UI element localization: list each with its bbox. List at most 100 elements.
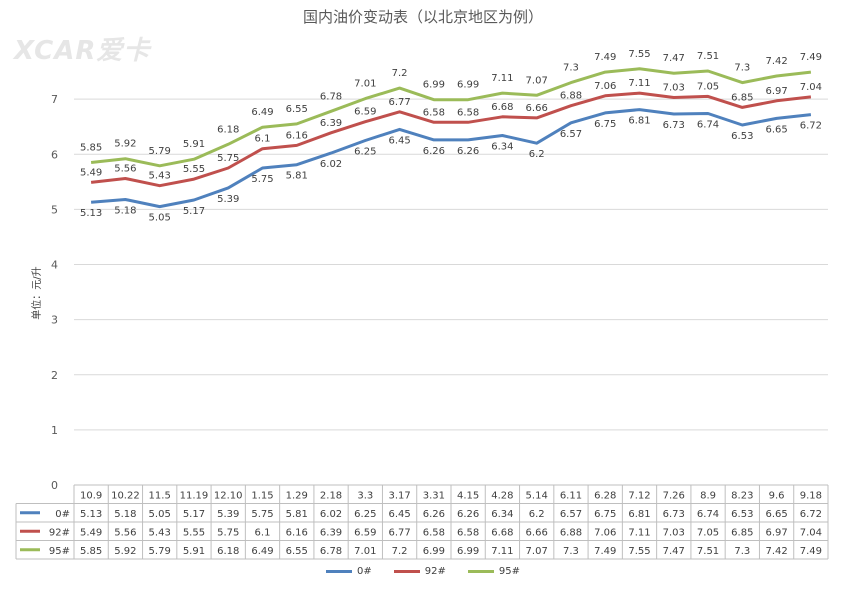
x-tick-label: 5.14 — [526, 491, 548, 502]
data-label: 6.45 — [388, 135, 410, 146]
legend: 0# 92# 95# — [0, 566, 846, 577]
table-cell: 7.3 — [563, 546, 579, 557]
legend-swatch — [467, 570, 494, 573]
data-label: 5.05 — [149, 213, 171, 224]
table-cell: 6.88 — [560, 527, 582, 538]
table-cell: 5.05 — [149, 509, 171, 520]
table-cell: 7.04 — [800, 527, 822, 538]
data-label: 5.79 — [149, 146, 171, 157]
table-cell: 6.72 — [800, 509, 822, 520]
table-cell: 6.26 — [423, 509, 445, 520]
data-label: 7.55 — [628, 49, 650, 60]
table-cell: 5.79 — [149, 546, 171, 557]
y-tick-label: 2 — [51, 369, 58, 382]
table-cell: 5.39 — [217, 509, 239, 520]
data-label: 6.66 — [526, 103, 548, 114]
data-label: 6.25 — [354, 146, 376, 157]
x-tick-label: 3.3 — [357, 491, 373, 502]
data-label: 6.55 — [286, 104, 308, 115]
table-cell: 6.2 — [529, 509, 545, 520]
data-label: 5.85 — [80, 143, 102, 154]
data-label: 6.97 — [765, 86, 787, 97]
table-cell: 6.25 — [354, 509, 376, 520]
table-cell: 6.57 — [560, 509, 582, 520]
data-label: 6.99 — [423, 80, 445, 91]
y-tick-label: 5 — [51, 203, 58, 216]
data-label: 7.51 — [697, 51, 719, 62]
data-label: 7.05 — [697, 81, 719, 92]
data-label: 6.74 — [697, 119, 719, 130]
data-label: 5.56 — [114, 164, 136, 175]
data-label: 5.13 — [80, 208, 102, 219]
table-cell: 7.05 — [697, 527, 719, 538]
x-tick-label: 10.9 — [80, 491, 102, 502]
data-label: 6.75 — [594, 119, 616, 130]
data-label: 7.11 — [491, 73, 513, 84]
table-cell: 6.74 — [697, 509, 719, 520]
table-cell: 6.45 — [388, 509, 410, 520]
legend-swatch — [326, 570, 353, 573]
legend-label: 0# — [357, 566, 372, 577]
table-cell: 7.03 — [663, 527, 685, 538]
x-tick-label: 10.22 — [111, 491, 140, 502]
series-line-92# — [90, 91, 812, 188]
x-tick-label: 1.29 — [286, 491, 308, 502]
table-cell: 5.43 — [149, 527, 171, 538]
x-tick-label: 3.31 — [423, 491, 445, 502]
data-label: 6.53 — [731, 131, 753, 142]
table-cell: 7.11 — [491, 546, 513, 557]
table-cell: 6.1 — [255, 527, 271, 538]
y-tick-label: 4 — [51, 259, 58, 272]
x-tick-label: 3.17 — [388, 491, 410, 502]
table-cell: 6.16 — [286, 527, 308, 538]
table-cell: 6.85 — [731, 527, 753, 538]
data-label: 6.26 — [423, 146, 445, 157]
series-line-0# — [90, 108, 812, 209]
data-label: 5.17 — [183, 206, 205, 217]
legend-label: 95# — [498, 566, 520, 577]
table-cell: 5.13 — [80, 509, 102, 520]
data-label: 6.88 — [560, 91, 582, 102]
table-cell: 7.01 — [354, 546, 376, 557]
table-cell: 7.51 — [697, 546, 719, 557]
table-cell: 5.75 — [251, 509, 273, 520]
legend-item: 0# — [326, 566, 372, 577]
watermark-logo: XCAR爱卡 — [14, 36, 151, 66]
x-tick-label: 7.26 — [663, 491, 685, 502]
data-label: 6.58 — [457, 107, 479, 118]
table-cell: 6.78 — [320, 546, 342, 557]
legend-label: 92# — [424, 566, 446, 577]
table-cell: 6.34 — [491, 509, 513, 520]
data-label: 7.04 — [800, 82, 822, 93]
data-label: 6.49 — [251, 107, 273, 118]
legend-item: 92# — [393, 566, 446, 577]
data-label: 7.03 — [663, 82, 685, 93]
table-cell: 6.49 — [251, 546, 273, 557]
table-cell: 6.99 — [423, 546, 445, 557]
data-label: 7.47 — [663, 53, 685, 64]
x-tick-label: 8.9 — [700, 491, 716, 502]
data-label: 6.39 — [320, 118, 342, 129]
table-cell: 5.17 — [183, 509, 205, 520]
data-label: 6.85 — [731, 92, 753, 103]
table-cell: 6.39 — [320, 527, 342, 538]
data-label: 7.49 — [800, 52, 822, 63]
data-label: 6.57 — [560, 129, 582, 140]
table-series-name: 92# — [49, 527, 70, 538]
x-tick-label: 6.28 — [594, 491, 616, 502]
table-cell: 7.11 — [628, 527, 650, 538]
table-series-name: 95# — [49, 546, 70, 557]
data-label: 5.92 — [114, 139, 136, 150]
table-cell: 6.99 — [457, 546, 479, 557]
data-label: 5.81 — [286, 171, 308, 182]
table-cell: 6.58 — [457, 527, 479, 538]
table-cell: 6.53 — [731, 509, 753, 520]
x-tick-label: 11.19 — [180, 491, 209, 502]
data-label: 6.2 — [529, 149, 545, 160]
table-series-name: 0# — [55, 509, 70, 520]
data-label: 7.06 — [594, 81, 616, 92]
table-cell: 7.55 — [628, 546, 650, 557]
data-label: 6.59 — [354, 107, 376, 118]
table-cell: 5.81 — [286, 509, 308, 520]
